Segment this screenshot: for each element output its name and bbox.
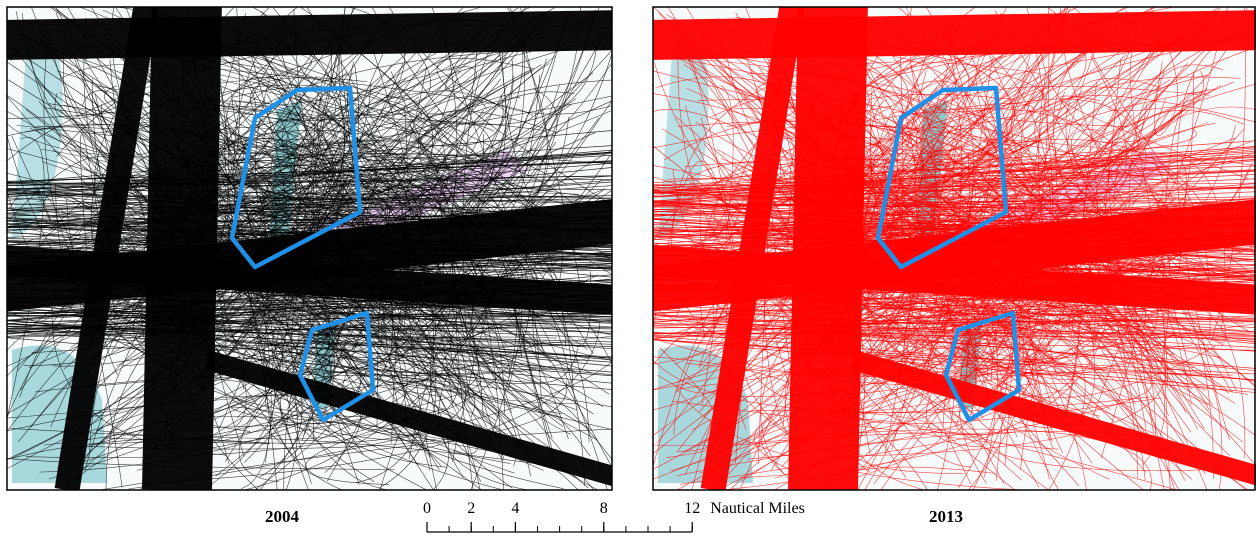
panel-label: 2004 bbox=[265, 507, 300, 526]
figure: 2004 2013 0 2 4 8 12 Nautical Miles bbox=[0, 0, 1256, 539]
scale-label: 4 bbox=[511, 500, 519, 517]
scale-unit: Nautical Miles bbox=[710, 500, 805, 517]
map-2013 bbox=[634, 0, 1256, 510]
scale-bar: 0 2 4 8 12 Nautical Miles bbox=[423, 500, 805, 532]
scale-label: 2 bbox=[467, 500, 475, 517]
scale-label: 8 bbox=[600, 500, 608, 517]
scale-label: 12 bbox=[684, 500, 700, 517]
scale-label: 0 bbox=[423, 500, 431, 517]
page: {"panels": [{"label": "2004"}, {"label":… bbox=[0, 0, 1256, 539]
map-2004 bbox=[0, 0, 627, 508]
panel-label: 2013 bbox=[929, 507, 963, 526]
